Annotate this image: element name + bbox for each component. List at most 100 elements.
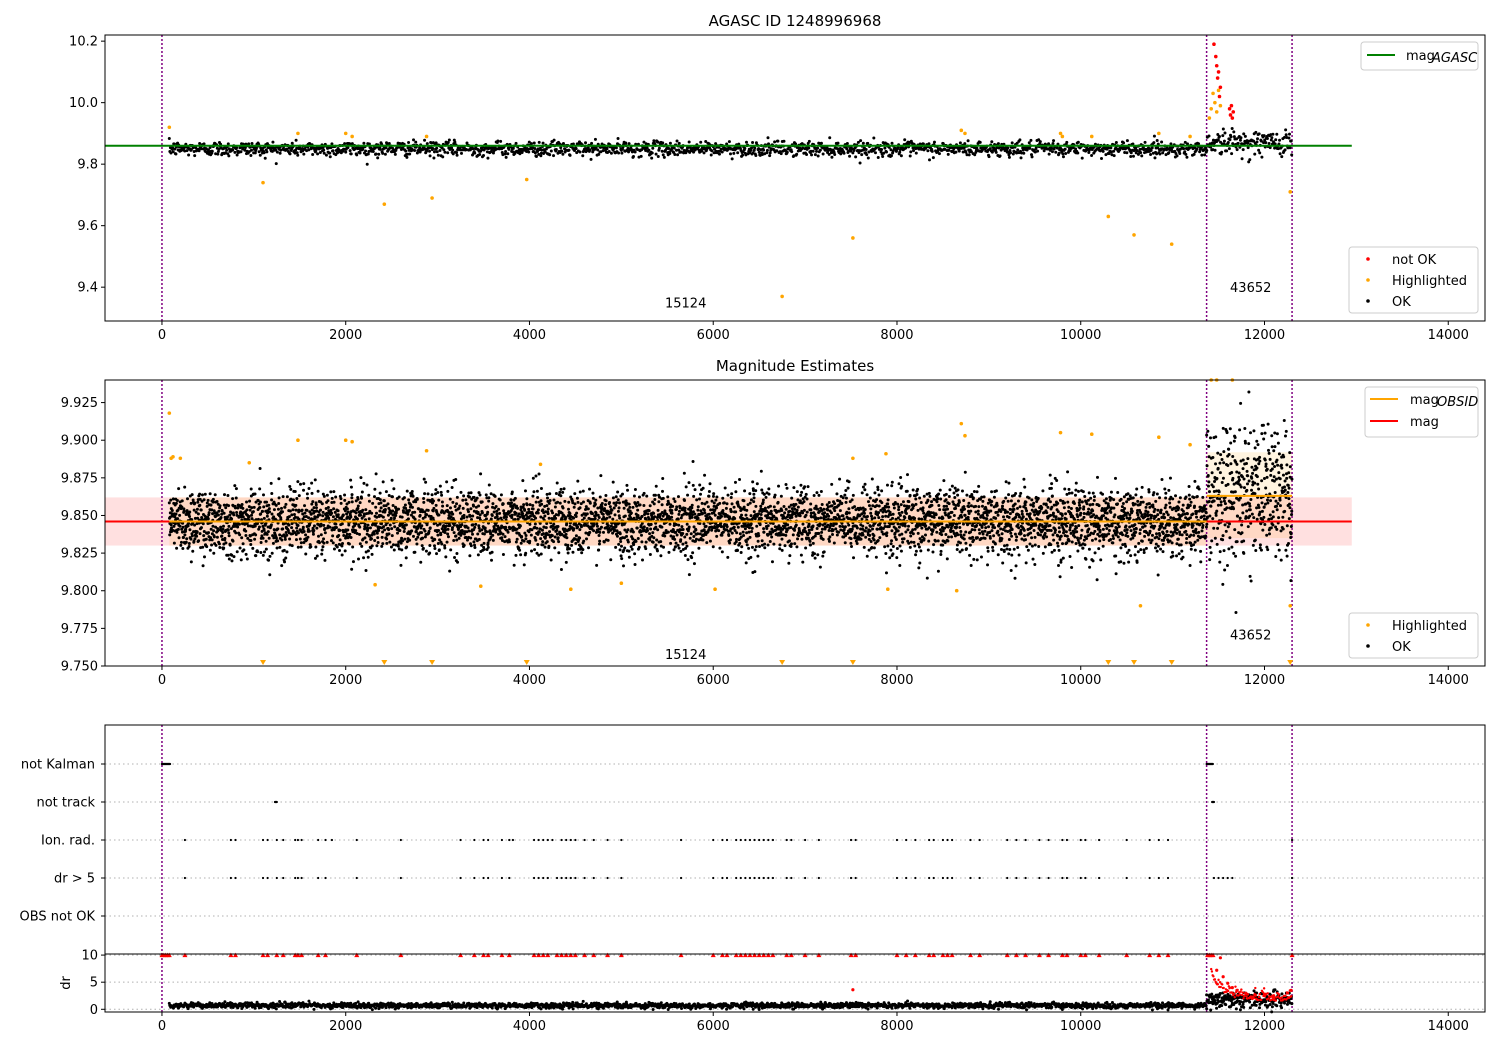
ok-point <box>292 508 295 511</box>
ok-point <box>688 573 691 576</box>
ok-point <box>169 499 172 502</box>
ok-point <box>1225 149 1228 152</box>
ok-point <box>188 515 191 518</box>
ok-point <box>458 504 461 507</box>
ok-point <box>327 506 330 509</box>
ok-point <box>572 517 575 520</box>
ok-point <box>563 530 566 533</box>
ok-point <box>532 477 535 480</box>
ok-point <box>239 510 242 513</box>
ok-point <box>582 540 585 543</box>
ok-point <box>240 558 243 561</box>
highlighted-point <box>261 181 265 185</box>
ok-point <box>453 524 456 527</box>
ok-point <box>270 498 273 501</box>
ok-point <box>193 537 196 540</box>
ok-point <box>415 542 418 545</box>
ok-point <box>303 504 306 507</box>
ok-point <box>1132 155 1135 158</box>
ok-point <box>515 512 518 515</box>
ok-point <box>263 550 266 553</box>
ok-point <box>540 487 543 490</box>
ok-point <box>485 530 488 533</box>
ok-point <box>909 154 912 157</box>
ok-point <box>533 548 536 551</box>
ok-point <box>656 528 659 531</box>
ok-point <box>266 533 269 536</box>
ok-point <box>594 517 597 520</box>
ok-point <box>691 504 694 507</box>
ok-point <box>335 526 338 529</box>
ok-point <box>453 531 456 534</box>
ok-point <box>351 493 354 496</box>
ok-point <box>687 481 690 484</box>
ok-point <box>239 547 242 550</box>
ok-point <box>597 548 600 551</box>
ok-point <box>246 557 249 560</box>
ok-point <box>412 138 415 141</box>
ok-point <box>643 525 646 528</box>
ok-point <box>552 540 555 543</box>
highlighted-point <box>1215 110 1219 114</box>
ok-point <box>471 533 474 536</box>
ok-point <box>739 532 742 535</box>
ok-point <box>712 545 715 548</box>
ok-point <box>416 536 419 539</box>
ok-point <box>223 537 226 540</box>
ok-point <box>548 502 551 505</box>
ok-point <box>498 512 501 515</box>
ok-point <box>552 499 555 502</box>
ok-point <box>224 541 227 544</box>
ok-point <box>422 501 425 504</box>
ok-point <box>958 150 961 153</box>
ok-point <box>1062 155 1065 158</box>
ok-point <box>728 140 731 143</box>
ok-point <box>610 509 613 512</box>
ok-point <box>708 495 711 498</box>
ok-point <box>267 559 270 562</box>
ok-point <box>232 555 235 558</box>
ok-point <box>649 504 652 507</box>
ok-point <box>278 533 281 536</box>
ok-point <box>617 498 620 501</box>
ok-point <box>348 533 351 536</box>
ok-point <box>234 531 237 534</box>
ok-point <box>211 150 214 153</box>
ok-point <box>220 516 223 519</box>
ok-point <box>380 545 383 548</box>
ok-point <box>435 504 438 507</box>
ok-point <box>290 513 293 516</box>
ok-point <box>661 141 664 144</box>
ok-point <box>546 540 549 543</box>
ok-point <box>376 536 379 539</box>
ok-point <box>530 534 533 537</box>
ok-point <box>235 146 238 149</box>
ok-point <box>684 541 687 544</box>
ok-point <box>344 549 347 552</box>
ok-point <box>181 499 184 502</box>
ok-point <box>388 532 391 535</box>
ok-point <box>337 513 340 516</box>
ok-point <box>740 551 743 554</box>
ok-point <box>557 540 560 543</box>
ok-point <box>598 516 601 519</box>
ok-point <box>270 523 273 526</box>
ok-point <box>499 140 502 143</box>
ok-point <box>285 531 288 534</box>
ok-point <box>676 139 679 142</box>
ok-point <box>1036 150 1039 153</box>
ok-point <box>582 490 585 493</box>
ok-point <box>703 511 706 514</box>
ok-point <box>576 497 579 500</box>
ok-point <box>436 150 439 153</box>
ok-point <box>539 537 542 540</box>
ok-point <box>1221 134 1224 137</box>
ok-point <box>277 477 280 480</box>
ok-point <box>421 544 424 547</box>
ok-point <box>685 485 688 488</box>
ok-point <box>202 534 205 537</box>
ok-point <box>333 547 336 550</box>
ok-point <box>528 523 531 526</box>
ok-point <box>175 502 178 505</box>
ok-point <box>449 548 452 551</box>
